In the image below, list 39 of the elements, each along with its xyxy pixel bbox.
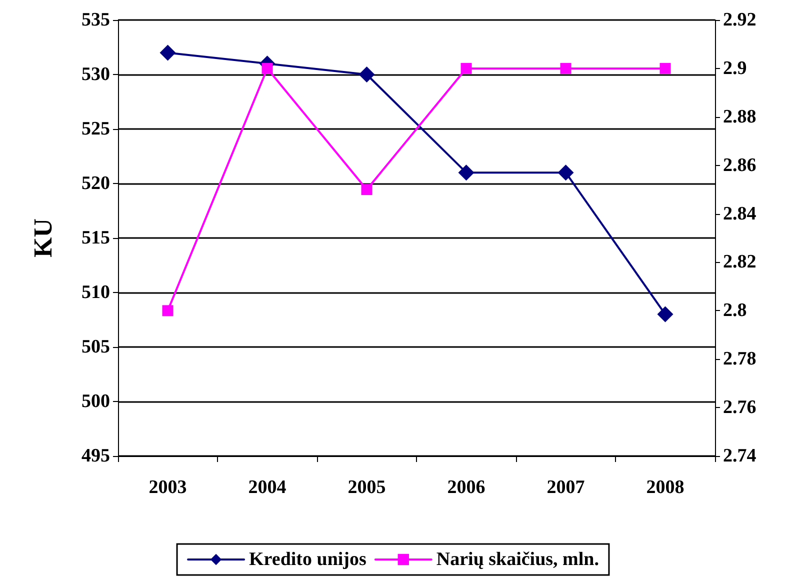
y2-tick-label: 2.84 bbox=[723, 203, 757, 224]
y-tick-label: 520 bbox=[82, 173, 110, 194]
x-tick-label: 2003 bbox=[148, 477, 187, 498]
y2-tick-label: 2.88 bbox=[723, 106, 756, 128]
legend-label: Kredito unijos bbox=[249, 549, 366, 570]
y2-tick-label: 2.74 bbox=[723, 446, 757, 466]
x-tick-label: 2007 bbox=[546, 477, 586, 498]
point bbox=[160, 44, 176, 61]
point bbox=[458, 164, 474, 181]
legend-label: Narių skaičius, mln. bbox=[436, 549, 599, 570]
x-tick-label: 2004 bbox=[248, 477, 287, 498]
y2-tick-label: 2.82 bbox=[723, 252, 756, 273]
y2-tick-label: 2.78 bbox=[723, 348, 756, 370]
point bbox=[558, 164, 574, 181]
y-tick-label: 515 bbox=[82, 228, 110, 248]
x-tick-label: 2008 bbox=[646, 477, 684, 498]
y2-tick-label: 2.8 bbox=[723, 300, 747, 322]
point bbox=[657, 306, 674, 322]
y-tick-label: 535 bbox=[82, 10, 110, 30]
point bbox=[262, 62, 273, 74]
y2-tick-label: 2.92 bbox=[723, 10, 756, 30]
y-tick-label: 510 bbox=[82, 282, 110, 303]
point bbox=[660, 62, 671, 74]
y-tick-label: 525 bbox=[82, 118, 110, 140]
point bbox=[162, 305, 174, 316]
y-tick-label: 500 bbox=[82, 391, 110, 412]
y2-tick-label: 2.9 bbox=[723, 58, 747, 79]
point bbox=[358, 66, 375, 82]
point bbox=[560, 62, 572, 74]
point bbox=[460, 62, 472, 74]
x-tick-label: 2005 bbox=[348, 477, 386, 498]
y-tick-label: 495 bbox=[82, 446, 110, 466]
y-axis-title: KU bbox=[28, 218, 58, 258]
y-tick-label: 530 bbox=[82, 64, 110, 85]
point bbox=[361, 184, 372, 196]
y2-tick-label: 2.76 bbox=[723, 397, 756, 418]
x-tick-label: 2006 bbox=[447, 477, 486, 498]
y-tick-label: 505 bbox=[82, 336, 110, 358]
y2-tick-label: 2.86 bbox=[723, 154, 756, 176]
